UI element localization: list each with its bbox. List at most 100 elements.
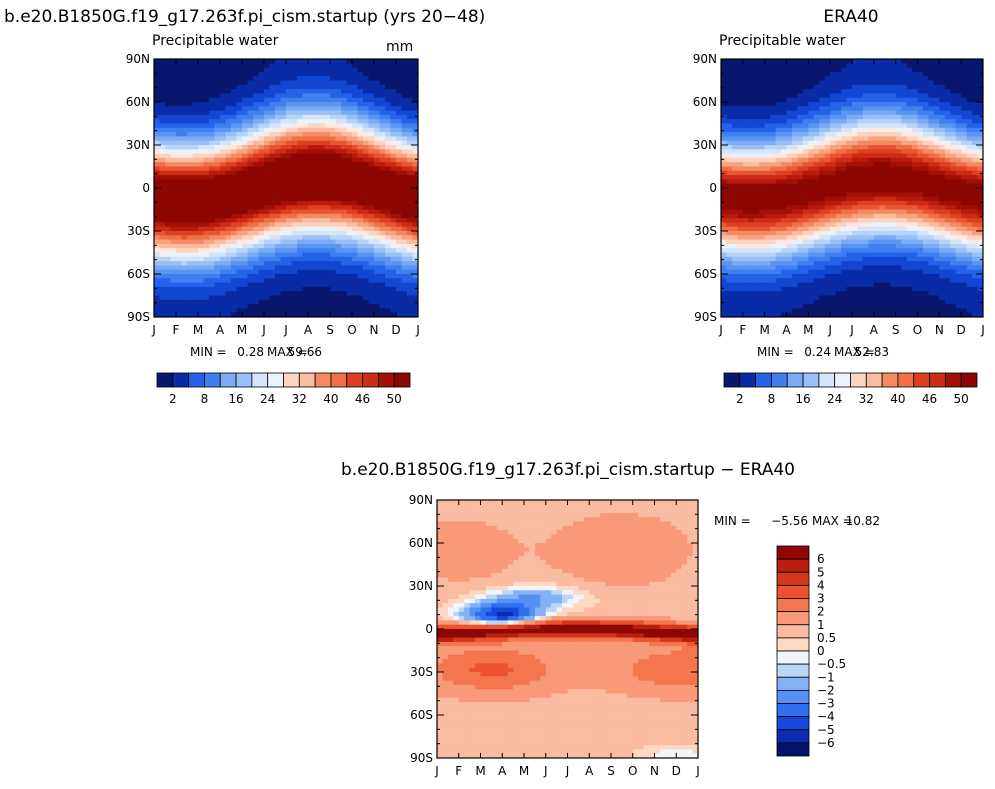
panel-era40-cell <box>857 218 864 223</box>
panel-model-cell <box>214 286 221 292</box>
panel-model-cell <box>220 71 227 77</box>
panel-model-cell <box>396 149 403 155</box>
panel-era40-cell <box>835 102 842 107</box>
panel-model-cell <box>286 123 293 129</box>
panel-era40-cell <box>944 84 951 90</box>
panel-model-cell <box>253 231 260 236</box>
panel-model-cell <box>286 235 293 241</box>
panel-era40-cell <box>890 183 897 189</box>
panel-model-cell <box>253 175 260 180</box>
panel-model-cell <box>385 166 392 172</box>
panel-era40-cell <box>862 140 869 146</box>
panel-era40-cell <box>868 183 875 189</box>
panel-era40-cell <box>753 136 760 142</box>
panel-model-cell <box>407 252 414 258</box>
panel-model-cell <box>330 248 337 254</box>
panel-era40-cell <box>846 162 853 168</box>
panel-era40-cell <box>939 149 946 155</box>
panel-era40-cell <box>797 196 804 202</box>
panel-era40-cell <box>939 162 946 168</box>
panel-model-cell <box>214 84 221 90</box>
panel-era40-cell <box>759 80 766 86</box>
panel-model-cell <box>159 231 166 236</box>
panel-era40-cell <box>955 196 962 202</box>
panel-model-cell <box>176 127 183 133</box>
panel-model-cell <box>341 218 348 223</box>
panel-model-cell <box>291 149 298 155</box>
panel-era40-cell <box>944 140 951 146</box>
panel-model-cell <box>247 196 254 202</box>
panel-era40-cell <box>835 235 842 241</box>
panel-model-cell <box>313 218 320 223</box>
panel-era40-cell <box>731 97 738 103</box>
panel-model-cell <box>159 59 166 64</box>
panel-era40-cell <box>770 188 777 193</box>
panel-era40-cell <box>791 123 799 129</box>
panel-model-cell <box>181 179 188 185</box>
panel-era40-cell <box>895 67 902 73</box>
panel-era40-cell <box>922 93 930 99</box>
panel-model-cell <box>330 291 337 297</box>
panel-era40-cell <box>786 205 793 211</box>
panel-era40-cell <box>868 222 875 228</box>
panel-era40-cell <box>742 106 749 112</box>
panel-era40-cell <box>890 71 897 77</box>
panel-model-cell <box>385 170 392 176</box>
panel-model-cell <box>225 67 232 73</box>
panel-era40-cell <box>764 71 771 77</box>
panel-era40-cell <box>748 196 755 202</box>
panel-era40-cell <box>901 200 908 206</box>
panel-model-cell <box>247 119 254 125</box>
panel-era40-cell <box>852 93 859 99</box>
panel-era40-cell <box>972 153 979 159</box>
panel-model-cell <box>291 231 298 236</box>
panel-era40-cell <box>879 114 886 120</box>
panel-era40-cell <box>873 170 880 176</box>
panel-model-cell <box>297 175 304 180</box>
panel-era40-cell <box>939 192 946 198</box>
panel-model-cell <box>374 89 381 94</box>
panel-model-cell <box>165 170 172 176</box>
panel-era40-cell <box>721 71 728 77</box>
panel-model-cell <box>253 308 260 314</box>
panel-era40-cell <box>922 162 930 168</box>
panel-era40-cell <box>862 136 869 142</box>
panel-era40-cell <box>770 235 777 241</box>
panel-model-cell <box>291 218 298 223</box>
panel-model-cell <box>341 196 348 202</box>
panel-model-cell <box>385 123 392 129</box>
panel-era40-cell <box>966 132 973 137</box>
panel-era40-cell <box>922 136 930 142</box>
panel-era40-cell <box>791 80 799 86</box>
panel-era40-cell <box>868 67 875 73</box>
panel-model-cell <box>192 239 199 245</box>
panel-model-cell <box>396 93 403 99</box>
panel-model-cell <box>159 132 166 137</box>
panel-era40-cell <box>813 102 820 107</box>
panel-model-cell <box>236 278 243 284</box>
panel-era40-cell <box>966 145 973 150</box>
panel-model-cell <box>154 80 161 86</box>
panel-model-cell <box>231 304 238 309</box>
panel-model-cell <box>253 145 260 150</box>
panel-era40-cell <box>835 136 842 142</box>
panel-era40-cell <box>753 93 760 99</box>
panel-model-cell <box>357 239 364 245</box>
panel-model-cell <box>286 265 293 271</box>
panel-model-cell <box>225 295 232 301</box>
panel-era40-cell <box>737 231 744 236</box>
panel-model-cell <box>170 200 177 206</box>
panel-model-cell <box>357 145 364 150</box>
panel-era40-cell <box>852 136 859 142</box>
panel-era40-cell <box>786 123 793 129</box>
panel-era40-cell <box>748 76 755 82</box>
panel-model-cell <box>247 269 254 275</box>
panel-era40-cell <box>939 84 946 90</box>
panel-model-cell <box>374 252 381 258</box>
panel-era40-cell <box>775 175 782 180</box>
panel-model-cell <box>324 196 331 202</box>
panel-era40-cell <box>786 196 793 202</box>
panel-model-cell <box>286 110 293 116</box>
panel-era40-cell <box>721 183 728 189</box>
panel-model-cell <box>192 282 199 288</box>
